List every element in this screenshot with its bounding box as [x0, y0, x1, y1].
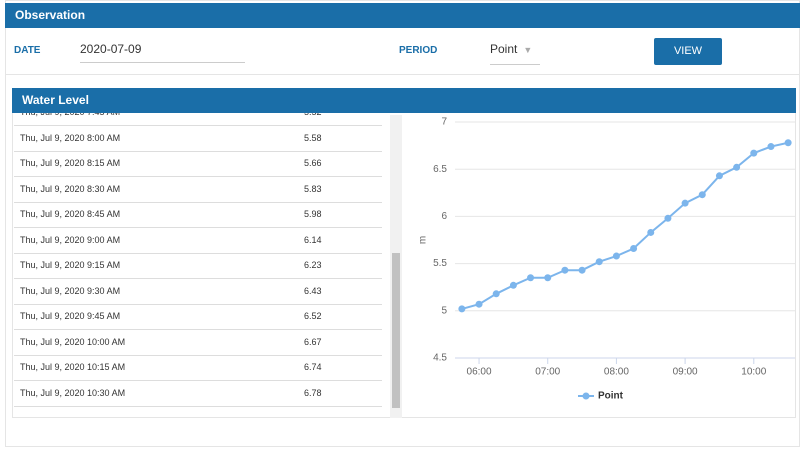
panel-bar: Water Level: [12, 88, 796, 113]
table-row: Thu, Jul 9, 2020 9:45 AM 6.52: [14, 304, 382, 330]
point: [458, 305, 466, 313]
period-label: PERIOD: [399, 45, 438, 56]
y-tick-label: 5: [441, 305, 447, 316]
table-row: Thu, Jul 9, 2020 9:30 AM 6.43: [14, 279, 382, 305]
value-cell: 6.78: [304, 387, 322, 398]
divider: [5, 74, 800, 75]
time-cell: Thu, Jul 9, 2020 10:30 AM: [20, 387, 126, 398]
value-cell: 5.58: [304, 132, 322, 143]
legend-label: Point: [598, 391, 624, 402]
point: [509, 281, 517, 289]
table-row: Thu, Jul 9, 2020 10:15 AM 6.74: [14, 355, 382, 381]
point: [475, 300, 483, 308]
date-label: DATE: [14, 45, 41, 56]
time-cell: Thu, Jul 9, 2020 9:45 AM: [20, 311, 121, 321]
time-cell: Thu, Jul 9, 2020 7:45 AM: [20, 113, 120, 125]
time-cell: Thu, Jul 9, 2020 9:30 AM: [20, 285, 121, 296]
y-tick-label: 6.5: [433, 164, 447, 175]
point: [578, 266, 586, 274]
point: [698, 191, 706, 199]
value-cell: 6.43: [304, 285, 322, 296]
point: [733, 163, 741, 171]
x-tick-label: 10:00: [741, 367, 766, 378]
panel-title: Water Level: [22, 93, 89, 107]
header-title: Observation: [15, 8, 86, 22]
time-cell: Thu, Jul 9, 2020 9:15 AM: [20, 260, 121, 270]
time-cell: Thu, Jul 9, 2020 10:00 AM: [20, 336, 126, 347]
y-tick-label: 6: [441, 211, 447, 222]
point: [750, 149, 758, 157]
point: [715, 172, 723, 180]
x-tick-label: 08:00: [604, 367, 629, 378]
y-tick-label: 5.5: [433, 258, 447, 269]
point: [527, 274, 535, 282]
table-row: Thu, Jul 9, 2020 9:15 AM 6.23: [14, 253, 382, 279]
time-cell: Thu, Jul 9, 2020 10:15 AM: [20, 362, 126, 372]
time-cell: Thu, Jul 9, 2020 8:00 AM: [20, 132, 121, 143]
time-cell: Thu, Jul 9, 2020 8:15 AM: [20, 158, 121, 168]
point: [492, 290, 500, 298]
scroll-thumb[interactable]: [392, 253, 400, 408]
point: [630, 244, 638, 252]
legend-marker: [582, 392, 590, 400]
y-axis-label: m: [418, 236, 429, 244]
value-cell: 6.52: [304, 311, 322, 321]
period-value: Point: [490, 42, 518, 56]
time-cell: Thu, Jul 9, 2020 9:00 AM: [20, 234, 121, 245]
table-row: Thu, Jul 9, 2020 8:00 AM 5.58: [14, 126, 382, 152]
table-row: Thu, Jul 9, 2020 7:45 AM 5.52: [14, 113, 382, 126]
value-cell: 6.74: [304, 362, 322, 372]
date-input[interactable]: 2020-07-09: [80, 42, 245, 63]
table-row: Thu, Jul 9, 2020 10:00 AM 6.67: [14, 330, 382, 356]
value-cell: 6.23: [304, 260, 322, 270]
point: [784, 139, 792, 147]
x-tick-label: 07:00: [535, 367, 560, 378]
time-cell: Thu, Jul 9, 2020 8:30 AM: [20, 183, 121, 194]
value-cell: 6.14: [304, 234, 322, 245]
value-cell: 5.52: [304, 113, 322, 125]
point: [612, 252, 620, 260]
point: [681, 199, 689, 207]
point: [561, 266, 569, 274]
header-bar: Observation: [5, 3, 800, 28]
value-cell: 5.98: [304, 209, 322, 219]
table-row: Thu, Jul 9, 2020 8:45 AM 5.98: [14, 202, 382, 228]
point: [544, 274, 552, 282]
point: [664, 214, 672, 222]
panel-body: [12, 113, 796, 418]
view-button[interactable]: VIEW: [654, 38, 722, 65]
point: [647, 228, 655, 236]
value-cell: 5.66: [304, 158, 322, 168]
period-select[interactable]: Point ▼: [490, 42, 540, 65]
time-cell: Thu, Jul 9, 2020 8:45 AM: [20, 209, 121, 219]
y-tick-label: 4.5: [433, 353, 447, 364]
table-row: Thu, Jul 9, 2020 8:15 AM 5.66: [14, 151, 382, 177]
table-row: Thu, Jul 9, 2020 9:00 AM 6.14: [14, 228, 382, 254]
x-tick-label: 09:00: [673, 367, 698, 378]
dropdown-arrow: ▼: [523, 45, 533, 55]
table-row: Thu, Jul 9, 2020 10:30 AM 6.78: [14, 381, 382, 407]
table-row: Thu, Jul 9, 2020 8:30 AM 5.83: [14, 177, 382, 203]
scrollbar[interactable]: [390, 115, 402, 418]
x-tick-label: 06:00: [467, 367, 492, 378]
y-tick-label: 7: [441, 117, 447, 128]
point: [767, 143, 775, 151]
point: [595, 258, 603, 266]
value-cell: 6.67: [304, 336, 322, 347]
value-cell: 5.83: [304, 183, 322, 194]
